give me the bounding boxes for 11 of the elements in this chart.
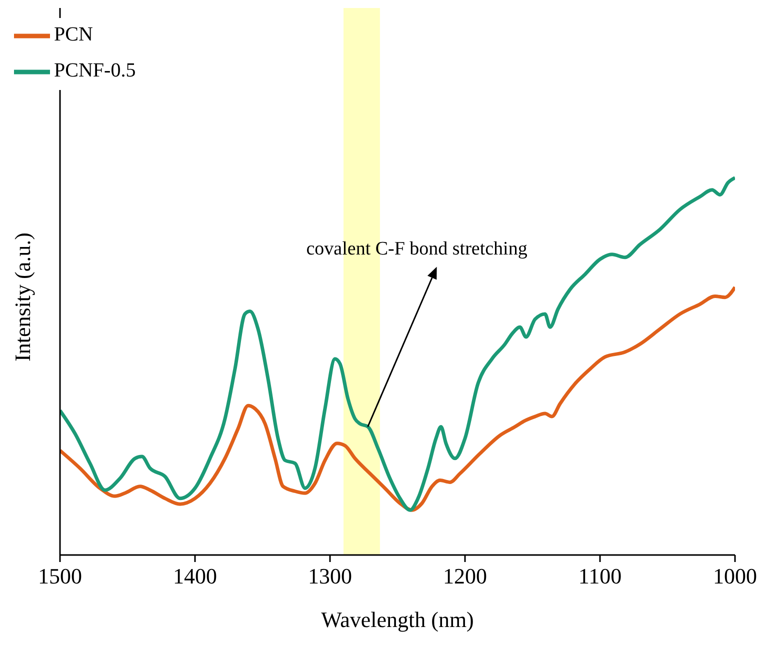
annotation: covalent C-F bond stretching <box>306 238 528 260</box>
x-tick-label: 1000 <box>713 564 757 589</box>
x-tick-label: 1100 <box>578 564 622 589</box>
x-tick-label: 1300 <box>308 564 352 589</box>
x-tick-label: 1200 <box>443 564 487 589</box>
legend-label: PCNF-0.5 <box>54 60 136 82</box>
x-axis-title: Wavelength (nm) <box>321 607 474 632</box>
x-tick-label: 1400 <box>173 564 217 589</box>
x-tick-label: 1500 <box>38 564 82 589</box>
legend-label: PCN <box>54 24 93 46</box>
y-axis-title: Intensity (a.u.) <box>10 232 35 362</box>
